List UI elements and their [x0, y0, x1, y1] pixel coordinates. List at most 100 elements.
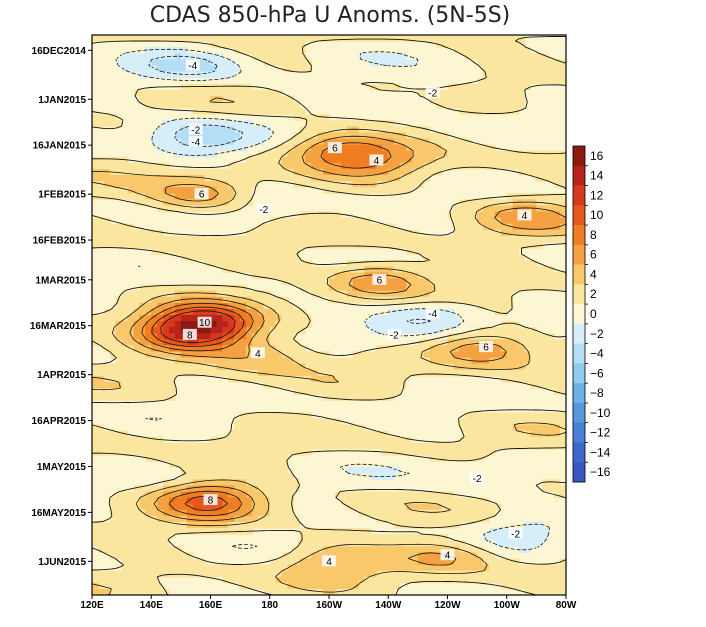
- field-cell: [121, 436, 129, 444]
- field-cell: [364, 144, 372, 152]
- field-cell: [234, 89, 241, 97]
- field-cell: [174, 89, 182, 97]
- field-cell: [97, 436, 105, 444]
- field-cell: [186, 296, 194, 304]
- field-cell: [488, 248, 496, 255]
- field-cell: [542, 363, 549, 371]
- field-cell: [109, 534, 117, 541]
- field-cell: [169, 564, 176, 572]
- field-cell: [246, 132, 253, 140]
- field-cell: [97, 193, 105, 200]
- field-cell: [542, 223, 549, 231]
- field-cell: [536, 442, 543, 450]
- field-cell: [287, 424, 295, 432]
- field-cell: [394, 491, 401, 499]
- field-cell: [234, 363, 241, 371]
- field-cell: [441, 278, 449, 286]
- field-cell: [506, 424, 514, 432]
- field-cell: [530, 284, 537, 292]
- field-cell: [151, 199, 158, 207]
- field-cell: [329, 290, 336, 298]
- field-cell: [103, 394, 111, 401]
- field-cell: [210, 235, 218, 243]
- field-cell: [92, 241, 99, 249]
- field-cell: [518, 101, 526, 109]
- field-cell: [210, 473, 218, 480]
- field-cell: [263, 150, 271, 158]
- field-cell: [329, 540, 336, 547]
- field-cell: [133, 345, 140, 353]
- field-cell: [334, 540, 342, 547]
- field-cell: [109, 321, 117, 328]
- field-cell: [376, 588, 383, 595]
- field-cell: [506, 284, 514, 292]
- field-cell: [352, 424, 360, 432]
- field-cell: [364, 168, 372, 176]
- field-cell: [157, 534, 164, 541]
- field-cell: [388, 473, 395, 480]
- field-cell: [524, 223, 532, 231]
- field-cell: [157, 248, 164, 255]
- field-cell: [210, 59, 218, 67]
- field-cell: [358, 351, 366, 359]
- field-cell: [157, 491, 164, 499]
- field-cell: [406, 150, 413, 158]
- field-cell: [317, 278, 324, 286]
- field-cell: [299, 65, 306, 73]
- field-cell: [441, 448, 449, 456]
- field-cell: [518, 576, 526, 584]
- field-cell: [512, 35, 520, 42]
- field-cell: [103, 448, 111, 456]
- field-cell: [524, 47, 532, 54]
- field-cell: [417, 235, 425, 243]
- field-cell: [180, 120, 188, 127]
- field-cell: [429, 521, 437, 529]
- field-cell: [228, 162, 235, 170]
- field-cell: [281, 254, 289, 261]
- field-cell: [471, 205, 478, 213]
- field-cell: [174, 199, 182, 207]
- field-cell: [157, 345, 164, 353]
- field-cell: [275, 455, 283, 462]
- field-cell: [376, 558, 383, 566]
- field-cell: [406, 126, 413, 133]
- field-cell: [115, 394, 123, 401]
- field-cell: [400, 144, 407, 152]
- field-cell: [477, 77, 484, 85]
- field-cell: [133, 485, 140, 493]
- field-cell: [139, 339, 146, 347]
- field-cell: [109, 363, 117, 371]
- field-cell: [548, 564, 555, 572]
- field-cell: [204, 296, 212, 304]
- field-cell: [151, 497, 158, 505]
- field-cell: [163, 528, 170, 535]
- field-cell: [269, 467, 277, 474]
- field-cell: [121, 351, 129, 359]
- field-cell: [483, 534, 490, 541]
- field-cell: [429, 564, 437, 572]
- field-cell: [97, 381, 105, 389]
- field-cell: [346, 363, 354, 371]
- field-cell: [275, 582, 283, 590]
- field-cell: [281, 455, 289, 462]
- field-cell: [127, 302, 135, 310]
- field-cell: [542, 59, 549, 67]
- field-cell: [317, 564, 324, 572]
- field-cell: [275, 223, 283, 231]
- field-cell: [376, 321, 383, 328]
- field-cell: [459, 229, 466, 237]
- field-cell: [494, 162, 502, 170]
- field-cell: [151, 187, 158, 194]
- field-cell: [435, 339, 443, 347]
- field-cell: [251, 491, 259, 499]
- field-cell: [305, 357, 312, 365]
- field-cell: [210, 248, 218, 255]
- field-cell: [174, 448, 182, 456]
- field-cell: [334, 290, 342, 298]
- field-cell: [240, 442, 247, 450]
- field-cell: [198, 296, 206, 304]
- contour-label: -4: [188, 61, 197, 72]
- field-cell: [246, 175, 253, 182]
- field-cell: [180, 461, 188, 468]
- field-cell: [174, 235, 182, 243]
